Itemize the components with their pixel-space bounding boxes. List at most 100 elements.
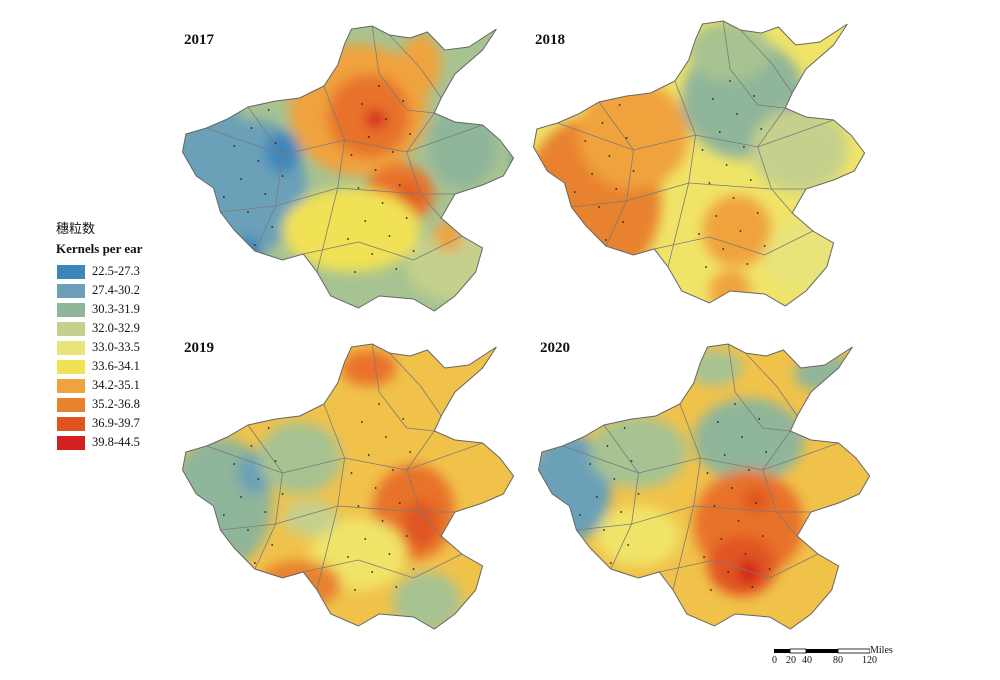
station-dot	[730, 487, 733, 489]
station-dot	[601, 122, 604, 124]
station-dot	[765, 451, 768, 453]
station-dot	[240, 496, 242, 498]
county-boundary	[206, 124, 483, 156]
station-dot	[271, 226, 274, 228]
county-boundary	[672, 403, 702, 591]
station-dot	[736, 113, 738, 115]
legend-item: 22.5-27.3	[56, 262, 196, 281]
county-boundary	[654, 230, 814, 256]
station-dot	[409, 133, 412, 135]
legend-swatch	[56, 396, 86, 413]
value-zone	[764, 219, 848, 291]
legend-swatch	[56, 358, 86, 375]
legend-label: 33.0-33.5	[92, 340, 140, 354]
value-zone	[403, 500, 438, 548]
legend-items: 22.5-27.3 27.4-30.2 30.3-31.9 32.0-32.9 33.0…	[56, 262, 196, 452]
station-dot	[578, 514, 581, 516]
station-dot	[746, 263, 749, 265]
station-dot	[233, 463, 236, 465]
value-zone	[578, 81, 689, 189]
legend-swatch	[56, 339, 86, 356]
station-dot	[267, 109, 270, 111]
legend-swatch	[56, 282, 86, 299]
map-panel-2017: 2017	[179, 20, 524, 320]
station-dot	[347, 556, 349, 558]
station-dot	[768, 568, 771, 570]
station-dot	[706, 472, 709, 474]
station-dot	[367, 136, 370, 138]
station-dot	[754, 502, 757, 504]
station-dot	[723, 454, 726, 456]
legend-label: 32.0-32.9	[92, 321, 140, 335]
station-dot	[378, 85, 380, 87]
legend-label: 34.2-35.1	[92, 378, 140, 392]
station-dot	[641, 409, 643, 411]
station-dot	[412, 250, 415, 252]
county-boundary	[406, 112, 442, 219]
legend-item: 33.0-33.5	[56, 338, 196, 357]
station-dot	[756, 212, 759, 214]
station-dot	[620, 511, 623, 513]
station-dot	[580, 224, 583, 226]
station-dot	[718, 131, 721, 133]
legend-label: 22.5-27.3	[92, 264, 140, 278]
station-dot	[226, 430, 229, 432]
province-outline	[181, 25, 515, 312]
station-dot	[760, 128, 763, 130]
station-dot	[247, 529, 249, 531]
station-dot	[753, 95, 756, 97]
station-dot	[744, 553, 747, 555]
scale-tick: 20	[786, 655, 796, 666]
county-boundary	[389, 352, 442, 417]
station-dot	[636, 86, 638, 88]
station-dot	[354, 589, 356, 591]
station-dot	[240, 178, 242, 180]
county-boundary	[406, 430, 442, 537]
legend-label: 27.4-30.2	[92, 283, 140, 297]
value-zone	[793, 356, 863, 392]
legend-item: 35.2-36.8	[56, 395, 196, 414]
station-dot	[603, 529, 605, 531]
value-zone	[258, 422, 342, 494]
value-zone	[590, 416, 687, 488]
legend-label: 39.8-44.5	[92, 435, 140, 449]
legend-item: 36.9-39.7	[56, 414, 196, 433]
station-dot	[727, 571, 730, 573]
station-dot	[713, 505, 716, 507]
county-boundary	[206, 442, 483, 474]
station-dot	[226, 112, 229, 114]
station-dot	[763, 245, 766, 247]
station-dot	[395, 268, 398, 270]
station-dot	[274, 460, 277, 462]
station-dot	[378, 403, 380, 405]
county-boundary	[745, 352, 798, 417]
station-dot	[575, 397, 578, 399]
station-dot	[385, 118, 387, 120]
value-zone	[234, 236, 262, 272]
station-dot	[364, 220, 367, 222]
station-dot	[594, 89, 597, 91]
station-dot	[257, 478, 260, 480]
station-dot	[257, 160, 260, 162]
province-outline	[537, 343, 871, 630]
legend: 穗粒数 Kernels per ear 22.5-27.3 27.4-30.2 30…	[56, 218, 196, 452]
legend-swatch	[56, 415, 86, 432]
station-dot	[741, 436, 743, 438]
station-dot	[711, 98, 714, 100]
station-dot	[219, 79, 222, 81]
station-dot	[615, 188, 618, 190]
county-boundary	[576, 505, 811, 531]
county-boundary	[557, 119, 834, 151]
station-dot	[573, 191, 576, 193]
county-boundary	[659, 553, 819, 579]
station-dot	[708, 182, 711, 184]
station-dot	[599, 412, 602, 414]
station-dot	[710, 589, 712, 591]
county-boundary	[598, 101, 634, 247]
station-dot	[749, 179, 752, 181]
station-dot	[625, 137, 628, 139]
station-dot	[250, 127, 253, 129]
station-dot	[616, 595, 619, 597]
value-zone	[341, 350, 397, 386]
map-panel-2020: 2020	[535, 338, 880, 638]
